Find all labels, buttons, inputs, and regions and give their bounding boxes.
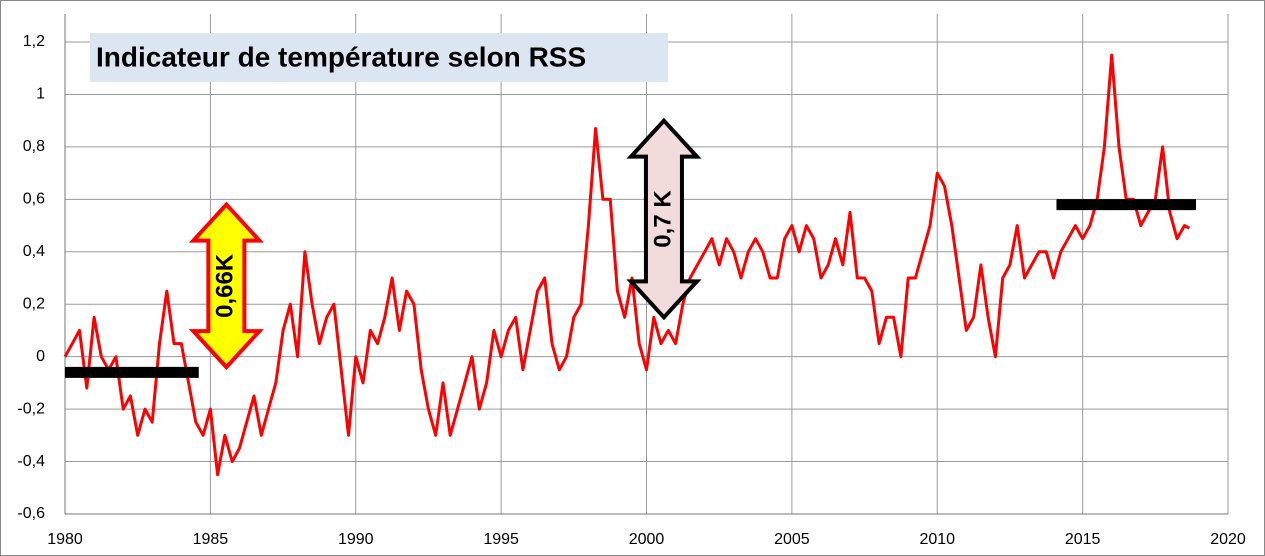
chart-title: Indicateur de température selon RSS [96,41,586,72]
x-tick-label: 1995 [483,531,519,548]
arrow-label: 0,7 K [649,190,676,248]
x-tick-label: 1990 [338,531,374,548]
y-tick-label: 1,2 [23,33,45,50]
x-tick-label: 2000 [629,531,665,548]
y-tick-label: -0,2 [17,400,45,417]
y-tick-label: 0,4 [23,243,45,260]
x-tick-label: 2010 [919,531,955,548]
arrow-label: 0,66K [212,253,239,318]
y-tick-label: -0,4 [17,453,45,470]
range-arrow [188,201,264,371]
title-box [90,33,668,82]
y-tick-label: 0,2 [23,295,45,312]
y-tick-label: 0,6 [23,191,45,208]
plot [63,53,1191,477]
x-tick-label: 2020 [1210,531,1246,548]
x-tick-label: 2005 [774,531,810,548]
x-tick-label: 2015 [1065,531,1101,548]
y-tick-label: 0,8 [23,138,45,155]
y-tick-label: 0 [36,348,45,365]
y-tick-label: -0,6 [17,505,45,522]
x-tick-label: 1980 [47,531,83,548]
range-arrow [626,117,702,321]
y-tick-label: 1 [36,86,45,103]
x-tick-label: 1985 [193,531,229,548]
data-line [63,53,1191,477]
